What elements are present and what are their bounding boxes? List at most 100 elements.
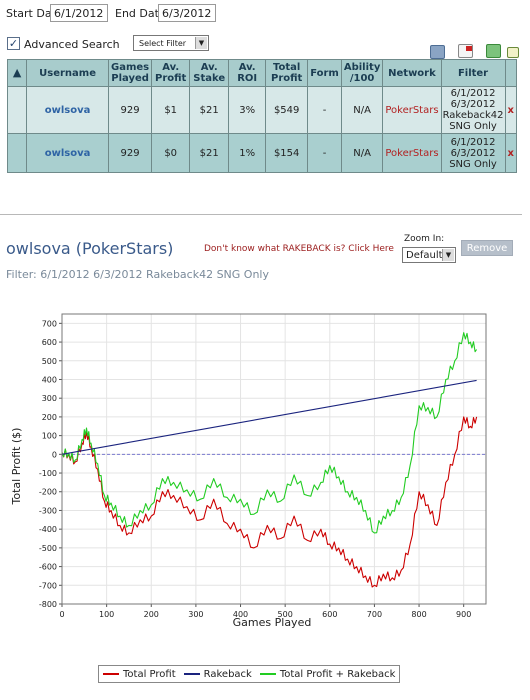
zoom-select-value: Default [406, 249, 443, 261]
header-avg-profit[interactable]: Av. Profit [151, 59, 191, 87]
cell-form: - [307, 86, 342, 134]
username-text[interactable]: owlsova [44, 147, 91, 159]
y-tick-label: -500 [39, 544, 57, 553]
close-icon[interactable]: x [507, 147, 514, 159]
y-tick-label: 500 [42, 357, 57, 366]
y-tick-label: -200 [39, 488, 57, 497]
legend-swatch [259, 673, 276, 675]
header-avg-stake[interactable]: Av. Stake [189, 59, 230, 87]
x-tick-label: 200 [144, 610, 159, 619]
y-axis-label: Total Profit ($) [10, 428, 23, 506]
rakeback-info-link[interactable]: Don't know what RAKEBACK is? Click Here [204, 244, 394, 254]
filter-select[interactable]: Select Filter ▼ [133, 35, 209, 51]
chevron-down-icon: ▼ [195, 37, 207, 49]
y-tick-label: 100 [42, 432, 57, 441]
series-line-0 [61, 416, 478, 588]
y-tick-label: 200 [42, 413, 57, 422]
legend-item-total-plus-rakeback: Total Profit + Rakeback [259, 669, 395, 680]
header-games-played[interactable]: Games Played [108, 59, 153, 87]
zoom-select[interactable]: Default ▼ [402, 247, 456, 263]
header-filter[interactable]: Filter [440, 59, 506, 87]
legend-label: Total Profit [123, 668, 176, 680]
y-tick-label: 700 [42, 319, 57, 328]
remove-row-button[interactable]: x [504, 86, 517, 134]
y-tick-label: -300 [39, 506, 57, 515]
header-network[interactable]: Network [382, 59, 442, 87]
legend-item-total-profit: Total Profit [103, 669, 176, 680]
refresh-icon[interactable] [486, 44, 501, 58]
advanced-search-label: Advanced Search [24, 38, 120, 51]
cell-ability: N/A [340, 133, 384, 173]
sort-column-header[interactable]: ▲ [6, 59, 28, 87]
chart-legend: Total Profit Rakeback Total Profit + Rak… [98, 665, 401, 683]
cell-avg-profit: $1 [151, 86, 191, 134]
cell-total-profit: $549 [265, 86, 309, 134]
y-tick-label: 400 [42, 375, 57, 384]
close-icon[interactable]: x [507, 104, 514, 116]
remove-row-button[interactable]: x [504, 133, 517, 173]
section-divider [0, 214, 522, 215]
x-tick-label: 0 [59, 610, 64, 619]
header-remove [504, 59, 517, 87]
network-text[interactable]: PokerStars [385, 147, 439, 159]
end-date-input[interactable] [158, 4, 216, 22]
sort-arrow-icon: ▲ [12, 66, 22, 79]
x-tick-label: 300 [188, 610, 203, 619]
document-icon[interactable] [458, 44, 473, 58]
document-mark-icon [466, 46, 472, 51]
username-text[interactable]: owlsova [44, 104, 91, 116]
y-tick-label: -600 [39, 563, 57, 572]
table-header-row: ▲ Username Games Played Av. Profit Av. S… [6, 59, 517, 87]
start-date-input[interactable] [50, 4, 108, 22]
save-icon[interactable] [430, 45, 445, 59]
y-tick-label: -400 [39, 525, 57, 534]
legend-swatch [183, 673, 200, 675]
network-text[interactable]: PokerStars [385, 104, 439, 116]
header-total-profit[interactable]: Total Profit [265, 59, 309, 87]
advanced-search-checkbox[interactable]: ✓ [7, 37, 20, 50]
filter-select-value: Select Filter [139, 38, 187, 48]
y-tick-label: -800 [39, 600, 57, 609]
x-axis-label: Games Played [233, 616, 312, 629]
x-tick-label: 400 [233, 610, 248, 619]
row-spacer [6, 86, 28, 134]
series-line-2 [61, 332, 478, 534]
x-tick-label: 800 [411, 610, 426, 619]
x-tick-label: 100 [99, 610, 114, 619]
table-row: owlsova 929 $0 $21 1% $154 - N/A PokerSt… [6, 133, 517, 173]
chart-filter-text: Filter: 6/1/2012 6/3/2012 Rakeback42 SNG… [6, 268, 270, 281]
cell-roi: 1% [228, 133, 267, 173]
popout-icon[interactable] [507, 47, 519, 58]
legend-item-rakeback: Rakeback [183, 668, 252, 680]
network-link[interactable]: PokerStars [382, 86, 442, 134]
cell-ability: N/A [340, 86, 384, 134]
table-row: owlsova 929 $1 $21 3% $549 - N/A PokerSt… [6, 86, 517, 134]
network-link[interactable]: PokerStars [382, 133, 442, 173]
header-ability[interactable]: Ability /100 [340, 59, 384, 87]
username-link[interactable]: owlsova [26, 133, 110, 173]
y-tick-label: 300 [42, 394, 57, 403]
profit-chart: 700 600 500 400 300 200 100 0 -100 -200 -300 -400 -5… [10, 313, 487, 629]
cell-avg-stake: $21 [189, 86, 230, 134]
plot-background [61, 313, 487, 605]
cell-games: 929 [108, 86, 153, 134]
y-tick-label: 0 [52, 450, 57, 459]
header-username[interactable]: Username [26, 59, 110, 87]
legend-label: Rakeback [203, 668, 252, 680]
cell-avg-stake: $21 [189, 133, 230, 173]
username-link[interactable]: owlsova [26, 86, 110, 134]
cell-games: 929 [108, 133, 153, 173]
remove-button[interactable]: Remove [461, 240, 513, 256]
plot-border [61, 313, 487, 605]
y-tick-label: -100 [39, 469, 57, 478]
grid-lines [61, 314, 486, 605]
header-avg-roi[interactable]: Av. ROI [228, 59, 267, 87]
zoom-label: Zoom In: [404, 234, 445, 244]
header-form[interactable]: Form [307, 59, 342, 87]
y-tick-label: 600 [42, 338, 57, 347]
cell-filter: 6/1/2012 6/3/2012 Rakeback42 SNG Only [440, 86, 506, 134]
series-lines [61, 332, 478, 588]
chart-title: owlsova (PokerStars) [6, 239, 174, 258]
cell-avg-profit: $0 [151, 133, 191, 173]
row-spacer [6, 133, 28, 173]
